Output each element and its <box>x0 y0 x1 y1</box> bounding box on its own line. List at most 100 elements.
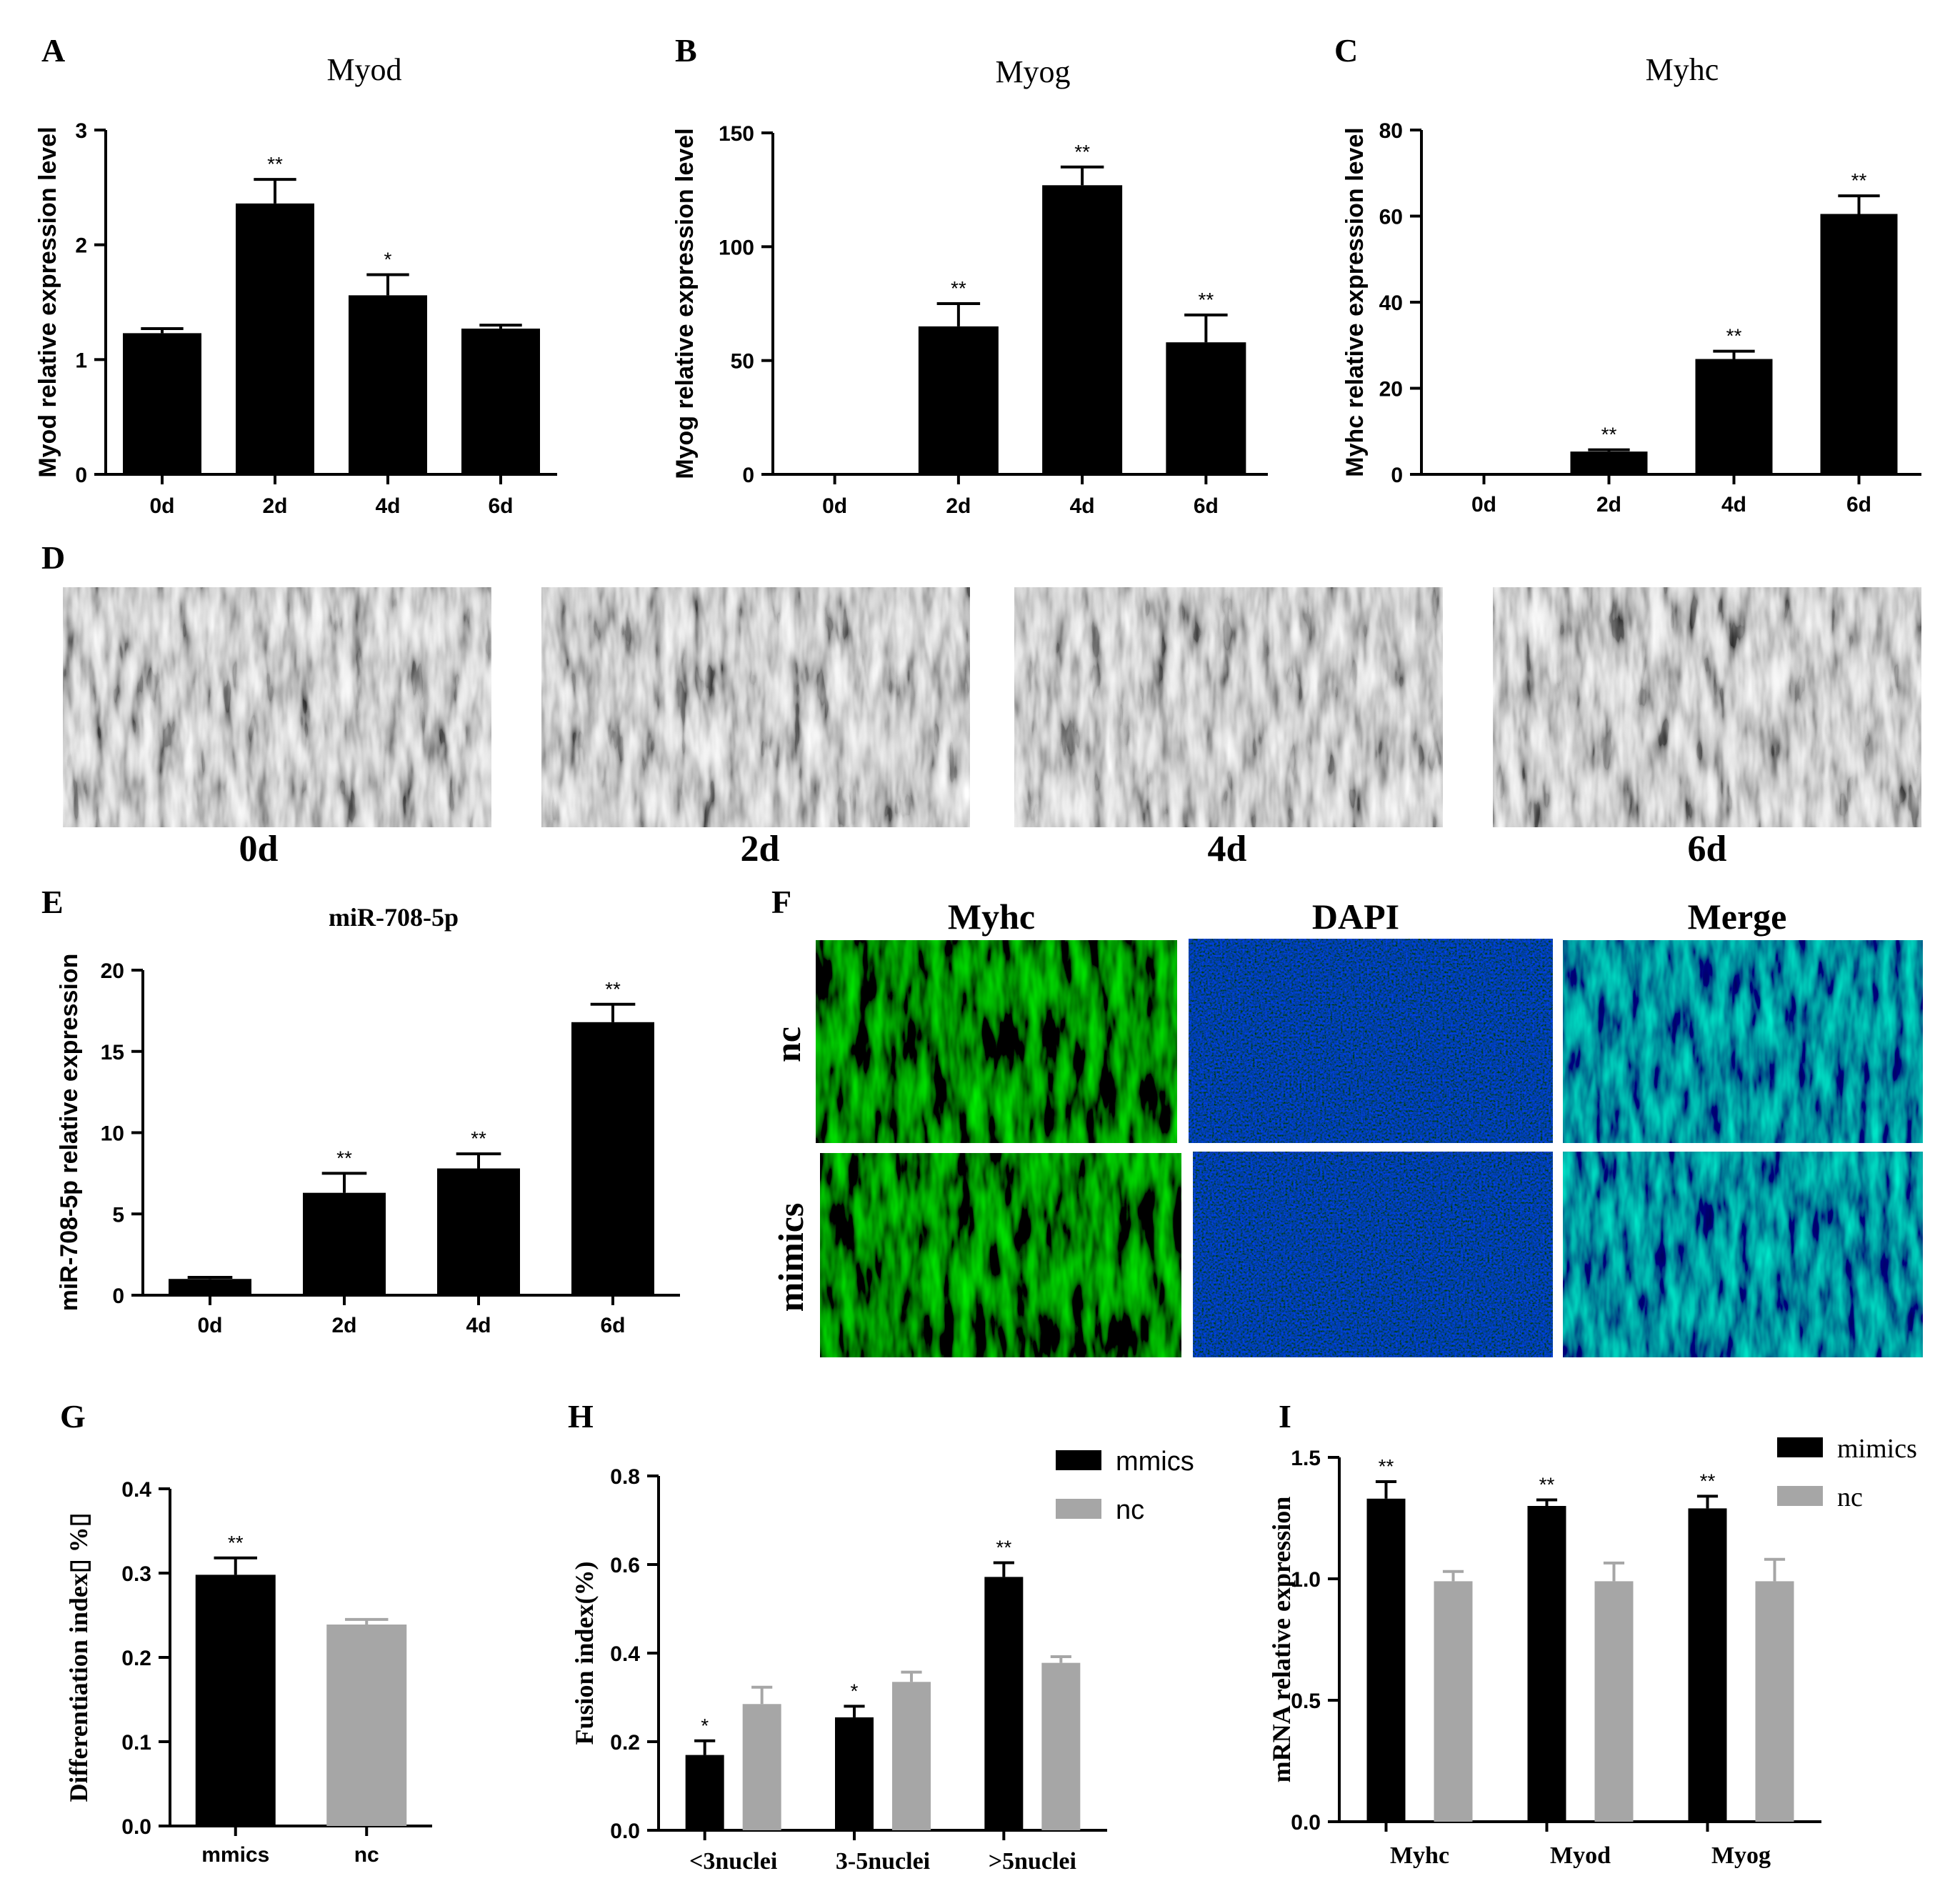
micrograph-6d <box>1493 587 1921 827</box>
y-tick-label: 20 <box>1379 378 1403 401</box>
x-tick-label: 2d <box>262 494 287 518</box>
legend-swatch <box>1056 1450 1101 1470</box>
micrograph-4d <box>1014 587 1443 827</box>
significance-mark: ** <box>228 1532 244 1554</box>
column-header-merge: Merge <box>1688 897 1787 937</box>
y-tick-label: 0.3 <box>121 1562 151 1586</box>
chart-differentiation-index: 0.0 0.1 0.2 0.3 0.4 Differentiation index▯ %▯… <box>64 1478 432 1867</box>
y-axis-label: Myog relative expression level <box>671 128 699 479</box>
x-tick-label: Myod <box>1550 1842 1611 1869</box>
x-tick-label: 4d <box>375 494 400 518</box>
image-mimics-myhc <box>820 1153 1181 1357</box>
significance-mark: ** <box>267 153 283 175</box>
y-tick-label: 0.0 <box>610 1820 640 1843</box>
y-tick-label: 0.6 <box>610 1554 640 1577</box>
x-tick-label: 2d <box>1596 493 1621 517</box>
significance-mark: * <box>851 1680 859 1702</box>
panel-label-h: H <box>568 1398 594 1435</box>
x-tick-label: 2d <box>331 1314 356 1337</box>
y-tick-label: 40 <box>1379 291 1403 315</box>
legend-swatch <box>1056 1499 1101 1519</box>
bar <box>742 1704 781 1830</box>
y-axis-label: Differentiation index▯ %▯ <box>64 1513 93 1802</box>
legend-label: nc <box>1837 1482 1863 1512</box>
bar <box>1166 342 1246 474</box>
panel-label-g: G <box>60 1398 86 1435</box>
y-tick-label: 0.2 <box>610 1731 640 1755</box>
legend-label: nc <box>1116 1495 1144 1525</box>
chart-myog: 0 50 100 150 Myog relative expression level M… <box>671 54 1268 518</box>
micrograph-label-4d: 4d <box>1208 829 1247 869</box>
y-axis-label: Myod relative expression level <box>34 126 61 477</box>
y-tick-label: 1 <box>75 349 87 372</box>
fluorescence-grid: Myhc DAPI Merge nc mimics <box>768 897 1923 1357</box>
x-tick-label: 0d <box>149 494 174 518</box>
y-tick-label: 1.5 <box>1291 1447 1321 1470</box>
y-tick-label: 0 <box>112 1284 124 1308</box>
x-tick-label: 0d <box>822 494 847 518</box>
significance-mark: * <box>384 248 392 270</box>
bar <box>349 295 427 474</box>
significance-mark: * <box>701 1715 709 1737</box>
chart-myhc: 0 20 40 60 80 Myhc relative expression level M… <box>1341 52 1921 517</box>
bar <box>461 328 540 474</box>
x-tick-label: >5nuclei <box>989 1848 1076 1875</box>
bar <box>236 203 314 474</box>
y-tick-label: 100 <box>719 236 754 259</box>
bar <box>918 326 999 474</box>
x-tick-label: 6d <box>1846 493 1871 517</box>
y-tick-label: 0.2 <box>121 1647 151 1670</box>
x-tick-label: 0d <box>197 1314 222 1337</box>
significance-mark: ** <box>1851 169 1867 191</box>
bar <box>835 1717 874 1830</box>
bar <box>1820 214 1898 474</box>
bar <box>1570 451 1648 474</box>
y-tick-label: 0.0 <box>121 1815 151 1839</box>
panel-label-b: B <box>675 32 697 69</box>
micrograph-row: 0d 2d 4d 6d <box>63 587 1921 869</box>
y-tick-label: 0.4 <box>610 1642 640 1666</box>
x-tick-label: 6d <box>600 1314 625 1337</box>
y-tick-label: 150 <box>719 122 754 146</box>
panel-label-i: I <box>1279 1398 1291 1435</box>
significance-mark: ** <box>1198 289 1214 311</box>
x-tick-label: 4d <box>466 1314 491 1337</box>
significance-mark: ** <box>1700 1470 1716 1492</box>
x-tick-label: 3-5nuclei <box>836 1848 930 1875</box>
chart-mir-708-5p: 0 5 10 15 20 miR-708-5p relative expression mi… <box>56 903 680 1337</box>
bar <box>1594 1581 1634 1822</box>
bar <box>195 1575 276 1826</box>
y-tick-label: 0.0 <box>1291 1811 1321 1835</box>
chart-title: Myog <box>995 54 1070 89</box>
y-tick-label: 5 <box>112 1203 124 1227</box>
significance-mark: ** <box>605 978 621 1000</box>
micrograph-label-2d: 2d <box>741 829 780 869</box>
significance-mark: ** <box>951 277 966 299</box>
y-tick-label: 0.4 <box>121 1478 151 1502</box>
bar <box>1688 1508 1727 1822</box>
column-header-dapi: DAPI <box>1312 897 1399 937</box>
column-header-myhc: Myhc <box>948 897 1035 937</box>
legend-label: mimics <box>1837 1434 1917 1464</box>
row-label-mimics: mimics <box>771 1203 811 1312</box>
y-tick-label: 0.1 <box>121 1731 151 1755</box>
y-tick-label: 0 <box>75 464 87 487</box>
y-tick-label: 80 <box>1379 119 1403 143</box>
y-tick-label: 1.0 <box>1291 1568 1321 1592</box>
x-tick-label: <3nuclei <box>689 1848 777 1875</box>
x-tick-label: 4d <box>1070 494 1095 518</box>
significance-mark: ** <box>471 1127 486 1149</box>
y-tick-label: 20 <box>101 959 124 983</box>
image-nc-merge <box>1563 940 1923 1143</box>
bar <box>326 1624 407 1826</box>
image-mimics-merge <box>1563 1152 1923 1357</box>
legend-swatch <box>1777 1486 1823 1506</box>
y-tick-label: 0.5 <box>1291 1690 1321 1713</box>
bar <box>169 1279 251 1295</box>
significance-mark: ** <box>1726 325 1742 347</box>
bar <box>1366 1498 1406 1822</box>
x-tick-label: nc <box>354 1843 379 1867</box>
bar <box>984 1577 1024 1830</box>
chart-fusion-index: 0.0 0.2 0.4 0.6 0.8 Fusion index(%) * <3nuclei *… <box>570 1447 1194 1875</box>
y-tick-label: 0 <box>742 464 754 487</box>
